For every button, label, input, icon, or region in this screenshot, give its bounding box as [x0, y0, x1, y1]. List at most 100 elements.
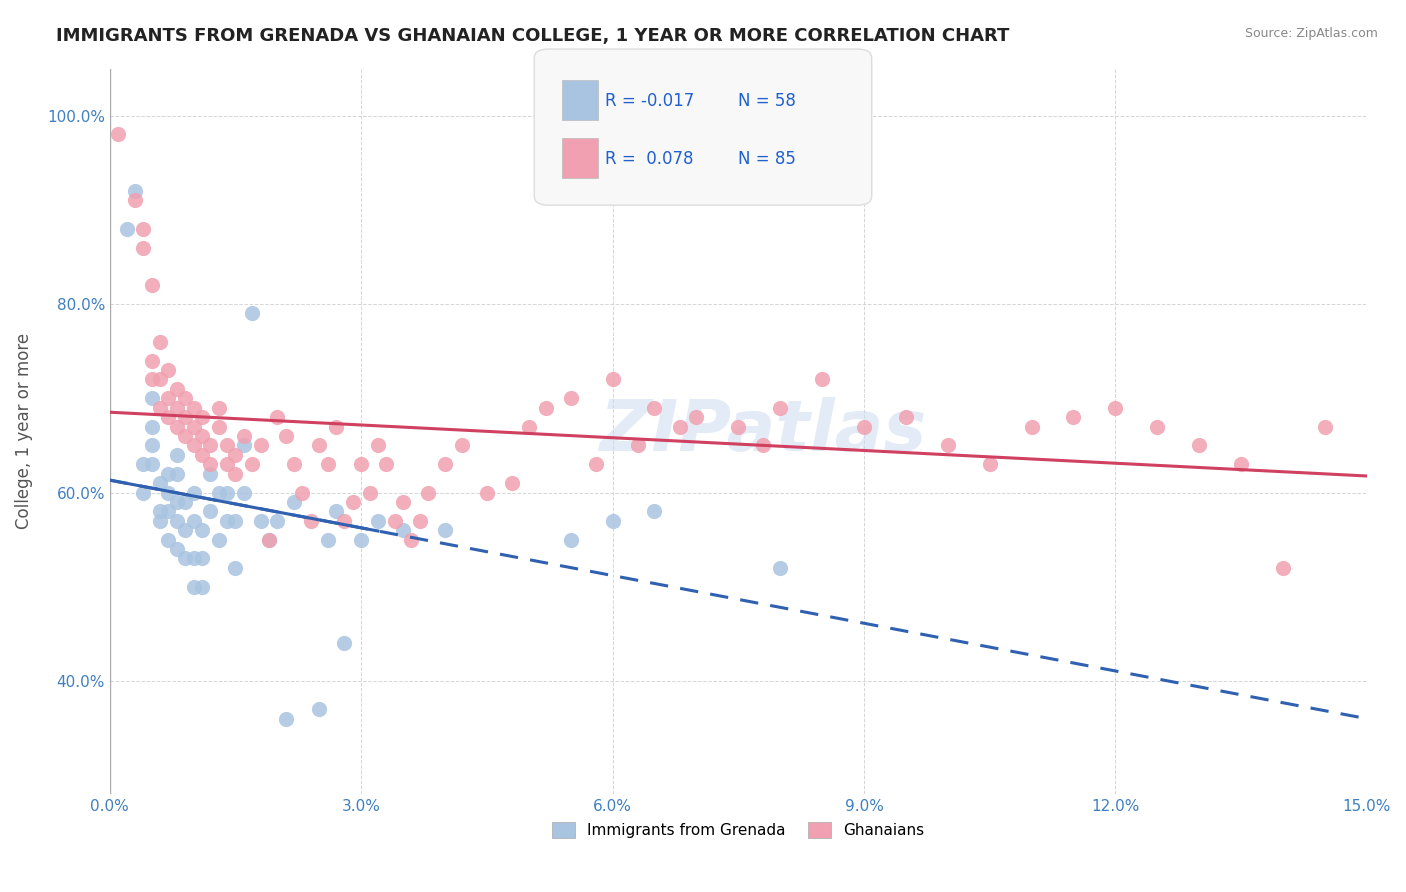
- Point: [643, 401, 665, 415]
- Point: [224, 467, 246, 481]
- Point: [811, 372, 834, 386]
- Point: [166, 467, 188, 481]
- Point: [433, 523, 456, 537]
- Point: [1104, 401, 1126, 415]
- Y-axis label: College, 1 year or more: College, 1 year or more: [15, 334, 32, 529]
- Text: N = 58: N = 58: [738, 92, 796, 110]
- Point: [166, 542, 188, 557]
- Point: [367, 514, 389, 528]
- Point: [208, 401, 231, 415]
- Point: [274, 712, 297, 726]
- Point: [266, 410, 288, 425]
- Point: [283, 457, 305, 471]
- Point: [266, 514, 288, 528]
- Point: [384, 514, 406, 528]
- Point: [1272, 561, 1295, 575]
- Point: [191, 551, 214, 566]
- Text: IMMIGRANTS FROM GRENADA VS GHANAIAN COLLEGE, 1 YEAR OR MORE CORRELATION CHART: IMMIGRANTS FROM GRENADA VS GHANAIAN COLL…: [56, 27, 1010, 45]
- Point: [249, 514, 271, 528]
- Point: [149, 504, 172, 518]
- Point: [979, 457, 1001, 471]
- Point: [333, 636, 356, 650]
- Point: [132, 457, 155, 471]
- Point: [359, 485, 381, 500]
- Point: [141, 438, 163, 452]
- Point: [350, 457, 373, 471]
- Point: [325, 419, 347, 434]
- Point: [166, 448, 188, 462]
- Point: [157, 392, 180, 406]
- Point: [157, 363, 180, 377]
- Point: [217, 457, 239, 471]
- Point: [602, 372, 624, 386]
- Point: [1146, 419, 1168, 434]
- Point: [853, 419, 876, 434]
- Point: [350, 533, 373, 547]
- Point: [166, 514, 188, 528]
- Point: [299, 514, 322, 528]
- Point: [249, 438, 271, 452]
- Point: [308, 438, 330, 452]
- Point: [141, 278, 163, 293]
- Point: [291, 485, 314, 500]
- Point: [308, 702, 330, 716]
- Point: [475, 485, 498, 500]
- Point: [1063, 410, 1085, 425]
- Point: [183, 580, 205, 594]
- Point: [157, 410, 180, 425]
- Point: [166, 401, 188, 415]
- Point: [200, 467, 222, 481]
- Point: [141, 457, 163, 471]
- Point: [433, 457, 456, 471]
- Text: R =  0.078: R = 0.078: [605, 150, 693, 168]
- Point: [183, 419, 205, 434]
- Point: [208, 533, 231, 547]
- Point: [132, 221, 155, 235]
- Point: [517, 419, 540, 434]
- Point: [174, 410, 197, 425]
- Point: [224, 514, 246, 528]
- Point: [224, 448, 246, 462]
- Point: [157, 485, 180, 500]
- Point: [936, 438, 959, 452]
- Point: [200, 438, 222, 452]
- Point: [149, 372, 172, 386]
- Point: [727, 419, 749, 434]
- Point: [141, 372, 163, 386]
- Point: [166, 382, 188, 396]
- Point: [1230, 457, 1253, 471]
- Point: [183, 514, 205, 528]
- Point: [232, 485, 254, 500]
- Point: [240, 306, 263, 320]
- Point: [1021, 419, 1043, 434]
- Point: [149, 334, 172, 349]
- Point: [668, 419, 690, 434]
- Point: [183, 401, 205, 415]
- Point: [333, 514, 356, 528]
- Point: [560, 392, 582, 406]
- Point: [375, 457, 398, 471]
- Point: [157, 533, 180, 547]
- Point: [174, 429, 197, 443]
- Point: [769, 561, 792, 575]
- Point: [174, 551, 197, 566]
- Point: [1188, 438, 1211, 452]
- Point: [191, 523, 214, 537]
- Point: [240, 457, 263, 471]
- Point: [149, 476, 172, 491]
- Point: [316, 533, 339, 547]
- Point: [367, 438, 389, 452]
- Point: [157, 504, 180, 518]
- Legend: Immigrants from Grenada, Ghanaians: Immigrants from Grenada, Ghanaians: [546, 816, 931, 845]
- Point: [191, 580, 214, 594]
- Point: [643, 504, 665, 518]
- Point: [217, 485, 239, 500]
- Point: [392, 523, 415, 537]
- Point: [534, 401, 557, 415]
- Point: [325, 504, 347, 518]
- Point: [401, 533, 423, 547]
- Point: [769, 401, 792, 415]
- Point: [217, 514, 239, 528]
- Point: [1313, 419, 1336, 434]
- Point: [174, 523, 197, 537]
